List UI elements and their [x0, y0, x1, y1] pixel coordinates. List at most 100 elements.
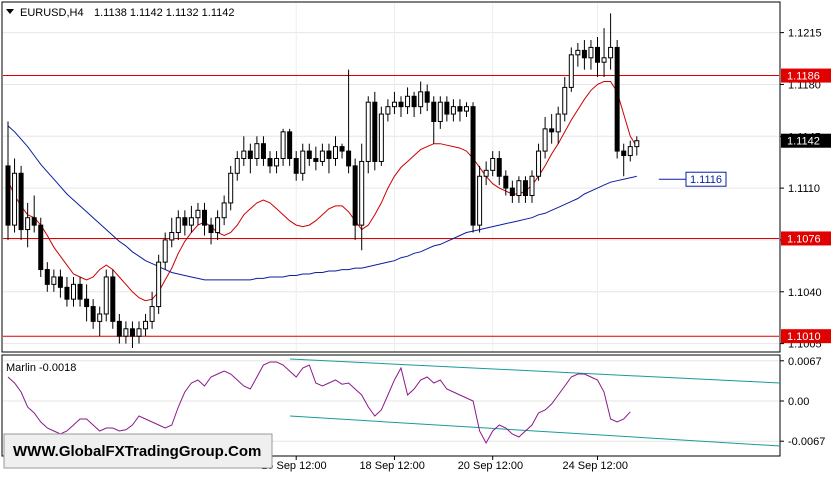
time-tick-label: 24 Sep 12:00 — [563, 460, 628, 472]
candle-bear — [339, 146, 345, 152]
candle-bull — [169, 232, 175, 241]
candle-bull — [241, 150, 247, 159]
candle-bear — [64, 286, 70, 300]
dropdown-arrow-icon[interactable] — [6, 9, 14, 14]
candle-bull — [450, 106, 456, 115]
candle-bull — [516, 180, 522, 197]
osc-tick-label: 0.0067 — [788, 356, 822, 368]
ma-marker-label: 1.1116 — [690, 174, 722, 186]
candle-bear — [614, 46, 620, 152]
price-tick-label: 1.1110 — [788, 183, 820, 195]
candle-bull — [254, 143, 260, 159]
candle-bull — [156, 261, 162, 308]
candle-bear — [110, 276, 116, 322]
candle-bull — [149, 306, 155, 322]
ma-marker-box — [685, 171, 727, 187]
marlin-line — [7, 361, 631, 445]
level-tag-label: 1.1010 — [787, 331, 821, 343]
candle-bull — [359, 160, 365, 226]
candle-bear — [44, 269, 50, 285]
channel-line — [289, 415, 781, 447]
candle-bull — [123, 328, 129, 337]
candle-bull — [51, 276, 57, 285]
ohlc-readout: 1.1138 1.1142 1.1132 1.1142 — [94, 7, 234, 19]
candle-bull — [25, 217, 31, 231]
candle-bear — [444, 101, 450, 115]
candle-bull — [333, 146, 338, 159]
main-panel-frame — [1, 1, 781, 353]
candle-bull — [162, 239, 168, 263]
candle-bull — [483, 169, 489, 177]
candle-bear — [431, 101, 437, 122]
osc-tick-label: 0.00 — [788, 396, 809, 408]
candle-bear — [424, 91, 430, 103]
candle-bull — [536, 150, 542, 177]
candle-bull — [490, 157, 496, 171]
candle-bull — [627, 146, 633, 157]
candle-bear — [457, 106, 463, 112]
candle-bull — [195, 209, 201, 219]
candle-bull — [97, 313, 103, 322]
time-axis: 16 Sep 12:00 18 Sep 12:00 20 Sep 12:00 24 S… — [261, 456, 628, 472]
candle-bear — [260, 143, 266, 159]
candle-bull — [568, 54, 574, 88]
candle-bull — [103, 276, 109, 315]
candle-bear — [522, 180, 528, 197]
candle-bear — [470, 106, 476, 226]
candle-bull — [601, 57, 607, 63]
candles — [5, 13, 640, 349]
candle-bull — [274, 157, 280, 167]
candle-bull — [365, 101, 371, 162]
candle-bull — [385, 106, 391, 115]
candle-bull — [71, 283, 76, 300]
candle-bull — [542, 128, 548, 152]
candle-bear — [621, 150, 627, 157]
candle-bear — [352, 165, 358, 226]
level-tag — [781, 68, 831, 83]
candle-bull — [405, 95, 411, 108]
candle-bear — [77, 283, 83, 300]
candle-bull — [12, 172, 18, 226]
candle-bear — [293, 157, 299, 174]
candle-bear — [581, 49, 587, 59]
watermark-text: WWW.GlobalFXTradingGroup.Com — [13, 443, 261, 460]
candle-bull — [215, 217, 221, 234]
candle-bear — [18, 172, 24, 231]
candle-bull — [608, 46, 614, 59]
candle-bull — [378, 113, 384, 162]
candle-bull — [562, 86, 568, 115]
candle-bull — [529, 175, 535, 197]
candle-bull — [464, 106, 469, 112]
candle-bear — [31, 217, 37, 226]
candle-bull — [234, 157, 240, 174]
candle-bull — [188, 217, 194, 226]
level-tag — [781, 329, 831, 344]
candle-bear — [38, 224, 44, 271]
candle-bear — [90, 306, 96, 322]
candle-bull — [143, 320, 149, 330]
candle-bear — [372, 101, 378, 162]
candle-bear — [411, 95, 417, 108]
price-tick-label: 1.1215 — [788, 28, 822, 40]
candle-bear — [306, 150, 312, 159]
candle-bear — [247, 150, 253, 159]
candle-bull — [228, 172, 234, 204]
time-tick-label: 20 Sep 12:00 — [458, 460, 523, 472]
candle-bear — [182, 217, 188, 226]
candle-bear — [326, 150, 332, 159]
candle-bull — [221, 202, 227, 219]
candle-bear — [57, 276, 63, 288]
level-tag-label: 1.1186 — [787, 71, 820, 83]
candle-bull — [175, 217, 181, 234]
candle-bull — [477, 175, 483, 226]
channel-line — [289, 358, 781, 384]
candle-bear — [496, 157, 502, 177]
price-axis: 1.12151.11801.11451.11101.10751.10401.10… — [780, 28, 831, 448]
candle-bear — [313, 157, 319, 162]
candle-bull — [634, 140, 640, 148]
watermark-box — [3, 433, 273, 469]
candle-bull — [280, 131, 286, 159]
candle-bear — [549, 128, 555, 133]
